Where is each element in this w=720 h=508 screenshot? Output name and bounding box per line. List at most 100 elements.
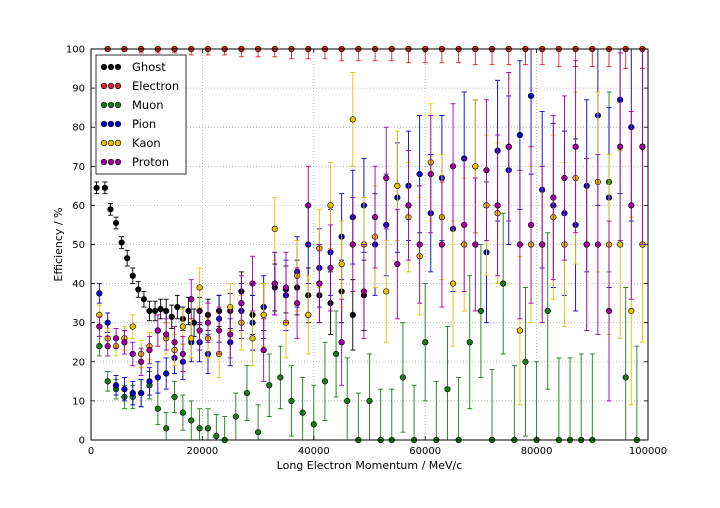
data-point — [188, 417, 195, 424]
data-point — [639, 143, 646, 150]
data-point — [449, 280, 457, 287]
data-point — [96, 323, 103, 330]
data-point — [227, 303, 234, 311]
x-tick-label: 100000 — [629, 446, 667, 457]
x-tick-label: 60000 — [409, 446, 441, 457]
data-point — [399, 374, 407, 381]
data-point — [129, 323, 136, 330]
legend-marker — [107, 139, 115, 147]
legend-item-muon: Muon — [100, 98, 164, 112]
data-point — [422, 339, 429, 346]
data-point — [466, 339, 473, 346]
data-point — [622, 374, 629, 381]
legend-label: Pion — [132, 117, 156, 131]
data-point — [449, 163, 457, 170]
legend-marker — [107, 120, 115, 128]
data-point — [271, 225, 278, 232]
data-point — [129, 272, 136, 279]
data-point — [366, 397, 373, 405]
data-point — [572, 143, 579, 150]
data-point — [277, 374, 284, 381]
data-point — [516, 327, 523, 334]
data-point — [112, 335, 120, 342]
data-point — [527, 221, 535, 229]
data-point — [444, 386, 451, 393]
data-point — [288, 397, 295, 405]
data-point — [561, 174, 568, 182]
legend-item-kaon: Kaon — [100, 136, 161, 150]
data-point — [204, 319, 212, 326]
data-point — [371, 214, 379, 221]
data-point — [628, 307, 635, 315]
data-point — [146, 378, 153, 385]
data-point — [179, 323, 187, 330]
data-point — [146, 307, 153, 315]
legend-label: Kaon — [132, 136, 161, 150]
y-tick-label: 70 — [72, 162, 85, 173]
data-point — [238, 300, 245, 307]
legend-marker — [114, 101, 122, 109]
data-point — [628, 202, 635, 209]
series-layer — [93, 45, 646, 444]
data-point — [617, 143, 624, 150]
y-tick-label: 10 — [72, 396, 85, 407]
legend-marker — [100, 63, 108, 71]
data-point — [550, 194, 557, 201]
data-point — [154, 405, 161, 412]
data-point — [338, 260, 345, 268]
legend-marker — [114, 120, 122, 128]
data-point — [129, 389, 136, 397]
legend-item-proton: Proton — [100, 155, 169, 169]
y-tick-label: 50 — [72, 240, 85, 251]
data-point — [151, 307, 159, 315]
data-point — [338, 339, 345, 346]
y-axis-label: Efficiency / % — [52, 207, 65, 281]
data-point — [213, 432, 220, 440]
data-point — [204, 425, 212, 432]
data-point — [394, 260, 401, 268]
data-point — [266, 382, 273, 389]
data-point — [282, 284, 290, 291]
data-point — [394, 182, 401, 189]
legend-marker — [107, 63, 115, 71]
y-tick-label: 0 — [79, 436, 85, 447]
legend-item-pion: Pion — [100, 117, 156, 131]
data-point — [118, 239, 125, 246]
data-point — [605, 307, 613, 315]
series-proton — [96, 48, 646, 402]
data-point — [583, 241, 590, 248]
data-point — [154, 374, 161, 381]
data-point — [124, 255, 131, 262]
grid-lines — [91, 49, 648, 440]
data-point — [174, 303, 181, 311]
data-point — [522, 358, 529, 365]
x-tick-label: 40000 — [298, 446, 330, 457]
data-point — [185, 307, 192, 315]
legend-marker — [100, 139, 108, 147]
x-tick-label: 80000 — [521, 446, 553, 457]
data-point — [96, 343, 103, 350]
data-point — [196, 327, 203, 334]
series-muon — [96, 91, 640, 444]
data-point — [135, 286, 142, 293]
data-point — [349, 311, 356, 318]
data-point — [157, 305, 164, 313]
data-point — [216, 327, 223, 334]
data-point — [154, 327, 161, 334]
data-point — [516, 131, 523, 139]
axis-ticks: 0 10 20 30 40 50 60 70 80 90 100 0 20000 40000 60000 80… — [66, 45, 667, 458]
legend-marker — [107, 158, 115, 166]
data-point — [383, 174, 390, 182]
data-point — [427, 171, 434, 178]
data-point — [188, 335, 195, 342]
data-point — [316, 280, 323, 287]
data-point — [96, 290, 103, 297]
data-point — [121, 339, 128, 346]
data-point — [539, 241, 546, 248]
data-point — [516, 241, 523, 248]
legend-marker — [100, 158, 108, 166]
data-point — [310, 421, 317, 428]
data-point — [260, 346, 267, 354]
data-point — [293, 300, 301, 307]
